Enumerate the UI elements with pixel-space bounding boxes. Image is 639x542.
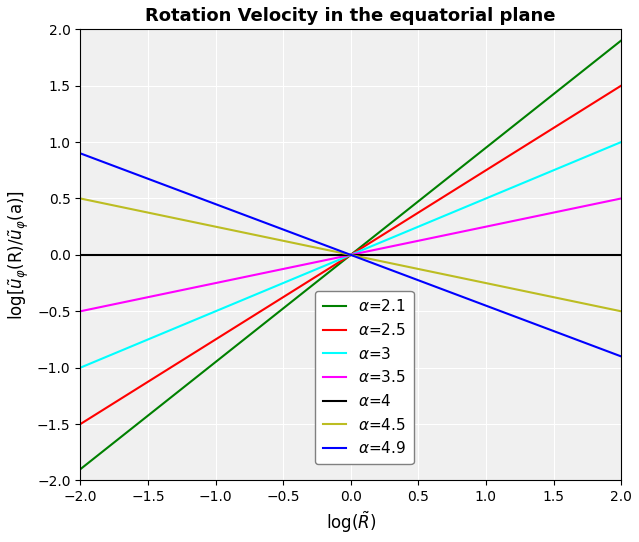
$\alpha$=2.5: [520, 144, 527, 150]
Line: $\alpha$=4.5: $\alpha$=4.5: [81, 198, 621, 311]
X-axis label: log($\tilde{R}$): log($\tilde{R}$): [325, 510, 376, 535]
$\alpha$=2.5: [337, 258, 344, 264]
$\alpha$=2.1: [369, 234, 377, 241]
$\alpha$=4: [520, 251, 527, 258]
$\alpha$=4.5: [337, 249, 344, 256]
$\alpha$=2.1: [520, 114, 527, 121]
$\alpha$=2.1: [334, 262, 341, 269]
$\alpha$=3: [604, 144, 612, 151]
$\alpha$=2.1: [398, 211, 406, 217]
$\alpha$=3: [337, 256, 344, 262]
$\alpha$=2.5: [77, 421, 84, 427]
$\alpha$=3.5: [520, 216, 527, 222]
$\alpha$=4.9: [77, 150, 84, 157]
$\alpha$=4.9: [398, 271, 406, 278]
$\alpha$=2.5: [617, 82, 625, 89]
$\alpha$=4.5: [398, 262, 406, 269]
$\alpha$=2.5: [398, 220, 406, 226]
$\alpha$=3.5: [604, 198, 612, 204]
$\alpha$=4: [369, 251, 377, 258]
$\alpha$=3.5: [369, 247, 377, 254]
Line: $\alpha$=4.9: $\alpha$=4.9: [81, 153, 621, 357]
$\alpha$=4.9: [520, 317, 527, 323]
Legend: $\alpha$=2.1, $\alpha$=2.5, $\alpha$=3, $\alpha$=3.5, $\alpha$=4, $\alpha$=4.5, : $\alpha$=2.1, $\alpha$=2.5, $\alpha$=3, …: [315, 291, 413, 464]
$\alpha$=4.9: [334, 247, 341, 253]
$\alpha$=4: [398, 251, 406, 258]
$\alpha$=2.1: [77, 466, 84, 473]
$\alpha$=3: [77, 364, 84, 371]
$\alpha$=4: [337, 251, 344, 258]
$\alpha$=4.5: [77, 195, 84, 202]
$\alpha$=2.1: [604, 48, 612, 54]
$\alpha$=3: [398, 230, 406, 237]
Y-axis label: log[$\tilde{u}_{\varphi}$(R)/$\tilde{u}_{\varphi}$(a)]: log[$\tilde{u}_{\varphi}$(R)/$\tilde{u}_…: [7, 190, 31, 320]
$\alpha$=2.5: [369, 238, 377, 244]
$\alpha$=3.5: [617, 195, 625, 202]
$\alpha$=4.9: [337, 248, 344, 254]
$\alpha$=4.5: [334, 249, 341, 255]
Line: $\alpha$=3.5: $\alpha$=3.5: [81, 198, 621, 311]
$\alpha$=3: [334, 257, 341, 264]
$\alpha$=3.5: [337, 254, 344, 260]
$\alpha$=4: [77, 251, 84, 258]
$\alpha$=3.5: [398, 241, 406, 247]
$\alpha$=4.5: [604, 305, 612, 312]
$\alpha$=4.5: [617, 308, 625, 314]
Line: $\alpha$=3: $\alpha$=3: [81, 142, 621, 367]
$\alpha$=2.1: [337, 260, 344, 266]
$\alpha$=4: [617, 251, 625, 258]
$\alpha$=4.9: [369, 260, 377, 267]
$\alpha$=3.5: [77, 308, 84, 314]
$\alpha$=4.9: [604, 349, 612, 355]
$\alpha$=3: [369, 242, 377, 249]
Line: $\alpha$=2.1: $\alpha$=2.1: [81, 41, 621, 469]
$\alpha$=3.5: [334, 254, 341, 261]
$\alpha$=2.5: [604, 91, 612, 97]
$\alpha$=4.9: [617, 353, 625, 360]
$\alpha$=2.5: [334, 260, 341, 267]
$\alpha$=4: [334, 251, 341, 258]
$\alpha$=4: [604, 251, 612, 258]
Title: Rotation Velocity in the equatorial plane: Rotation Velocity in the equatorial plan…: [146, 7, 556, 25]
$\alpha$=2.1: [617, 37, 625, 44]
$\alpha$=4.5: [369, 256, 377, 263]
$\alpha$=3: [520, 179, 527, 186]
Line: $\alpha$=2.5: $\alpha$=2.5: [81, 86, 621, 424]
$\alpha$=3: [617, 139, 625, 145]
$\alpha$=4.5: [520, 288, 527, 294]
